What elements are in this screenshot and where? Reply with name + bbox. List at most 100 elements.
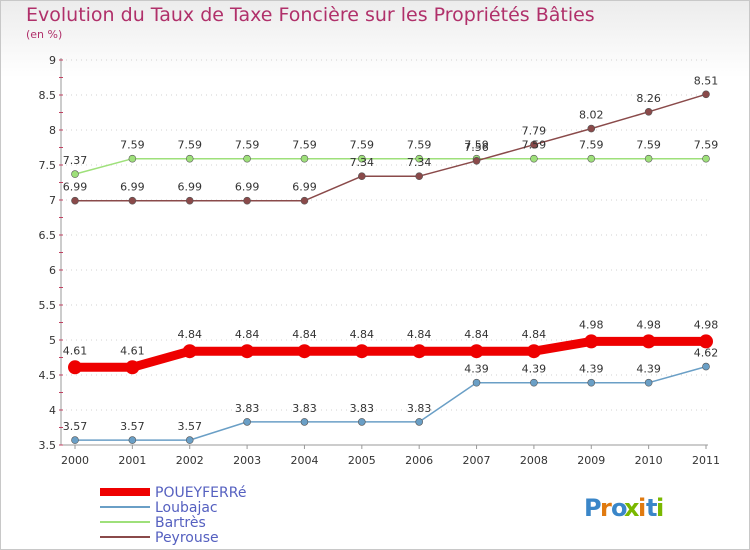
data-point (526, 344, 541, 359)
data-label: 8.51 (694, 74, 719, 87)
data-point (71, 170, 79, 178)
data-label: 7.59 (177, 139, 202, 152)
brand-logo-letter: r (600, 494, 612, 522)
data-label: 4.61 (63, 344, 88, 357)
data-label: 7.59 (407, 139, 432, 152)
y-tick-label: 9 (49, 54, 56, 67)
y-tick-label: 4 (49, 404, 56, 417)
data-label: 7.59 (694, 139, 719, 152)
brand-logo-letter: P (584, 494, 602, 522)
data-point (240, 344, 255, 359)
data-point (243, 196, 251, 205)
data-label: 4.39 (579, 363, 604, 376)
x-tick-label: 2011 (692, 454, 720, 467)
y-tick-label: 3.5 (39, 439, 57, 452)
data-label: 7.79 (522, 125, 547, 138)
data-point (68, 360, 82, 375)
data-point (472, 157, 481, 165)
data-point (243, 418, 251, 426)
brand-logo-letter: t (646, 494, 657, 522)
data-label: 4.84 (235, 328, 260, 341)
data-point (300, 196, 309, 205)
legend-label: Loubajac (155, 500, 218, 516)
data-label: 4.98 (636, 318, 661, 331)
data-label: 7.59 (350, 139, 375, 152)
data-point (644, 378, 653, 387)
data-label: 4.39 (464, 363, 489, 376)
data-point (185, 196, 194, 205)
data-label: 3.83 (350, 402, 375, 415)
data-label: 3.57 (63, 420, 88, 433)
data-label: 7.59 (636, 139, 661, 152)
data-point (469, 344, 484, 359)
data-label: 7.59 (522, 139, 547, 152)
data-point (702, 154, 710, 163)
data-point (641, 334, 656, 349)
data-point (702, 90, 710, 99)
data-point (415, 154, 423, 163)
data-label: 7.37 (63, 154, 88, 167)
data-label: 7.59 (464, 139, 489, 152)
x-tick-label: 2003 (233, 454, 261, 467)
data-point (584, 334, 599, 349)
y-tick-label: 5 (49, 334, 56, 347)
data-label: 4.84 (292, 328, 317, 341)
y-tick-label: 7 (49, 194, 56, 207)
y-tick-label: 8.5 (39, 89, 57, 102)
data-label: 7.59 (579, 139, 604, 152)
data-point (415, 418, 423, 426)
data-point (472, 378, 481, 387)
data-point (182, 344, 197, 359)
data-point (300, 154, 309, 163)
x-tick-label: 2002 (176, 454, 204, 467)
data-label: 6.99 (292, 181, 317, 194)
data-label: 6.99 (235, 181, 260, 194)
data-point (702, 362, 710, 371)
data-label: 4.84 (522, 328, 547, 341)
x-tick-label: 2004 (290, 454, 318, 467)
data-label: 7.34 (407, 156, 432, 169)
data-point (128, 436, 137, 444)
series-line-0 (75, 336, 706, 372)
legend-label: POUEYFERRé (155, 485, 246, 501)
data-point (71, 196, 79, 205)
data-point (243, 154, 251, 163)
data-point (185, 154, 194, 163)
x-tick-label: 2006 (405, 454, 433, 467)
brand-logo-letter: i (638, 494, 646, 522)
brand-logo-letter: o (611, 494, 628, 522)
x-tick-label: 2009 (577, 454, 605, 467)
x-tick-label: 2008 (520, 454, 548, 467)
data-label: 4.84 (350, 328, 375, 341)
data-point (587, 124, 596, 133)
data-point (354, 344, 369, 359)
data-label: 3.57 (120, 420, 145, 433)
x-tick-label: 2010 (635, 454, 663, 467)
data-point (128, 196, 137, 205)
y-tick-label: 6.5 (39, 229, 57, 242)
data-label: 7.59 (292, 139, 317, 152)
data-point (185, 436, 194, 444)
data-label: 8.26 (636, 92, 661, 105)
x-tick-label: 2007 (463, 454, 491, 467)
y-tick-label: 7.5 (39, 159, 57, 172)
data-label: 4.39 (636, 363, 661, 376)
data-point (415, 172, 423, 180)
data-label: 7.59 (120, 139, 145, 152)
y-tick-label: 6 (49, 264, 56, 277)
legend-label: Peyrouse (155, 530, 219, 546)
data-label: 4.84 (177, 328, 202, 341)
data-label: 3.83 (407, 402, 432, 415)
data-point (644, 154, 653, 163)
data-point (530, 140, 538, 149)
data-point (358, 172, 366, 180)
data-point (699, 334, 713, 349)
data-label: 7.56 (464, 141, 489, 154)
y-tick-label: 4.5 (39, 369, 57, 382)
data-point (358, 154, 366, 163)
data-point (530, 154, 538, 163)
series-line-3 (75, 93, 707, 202)
data-point (587, 154, 596, 163)
x-tick-label: 2000 (61, 454, 89, 467)
